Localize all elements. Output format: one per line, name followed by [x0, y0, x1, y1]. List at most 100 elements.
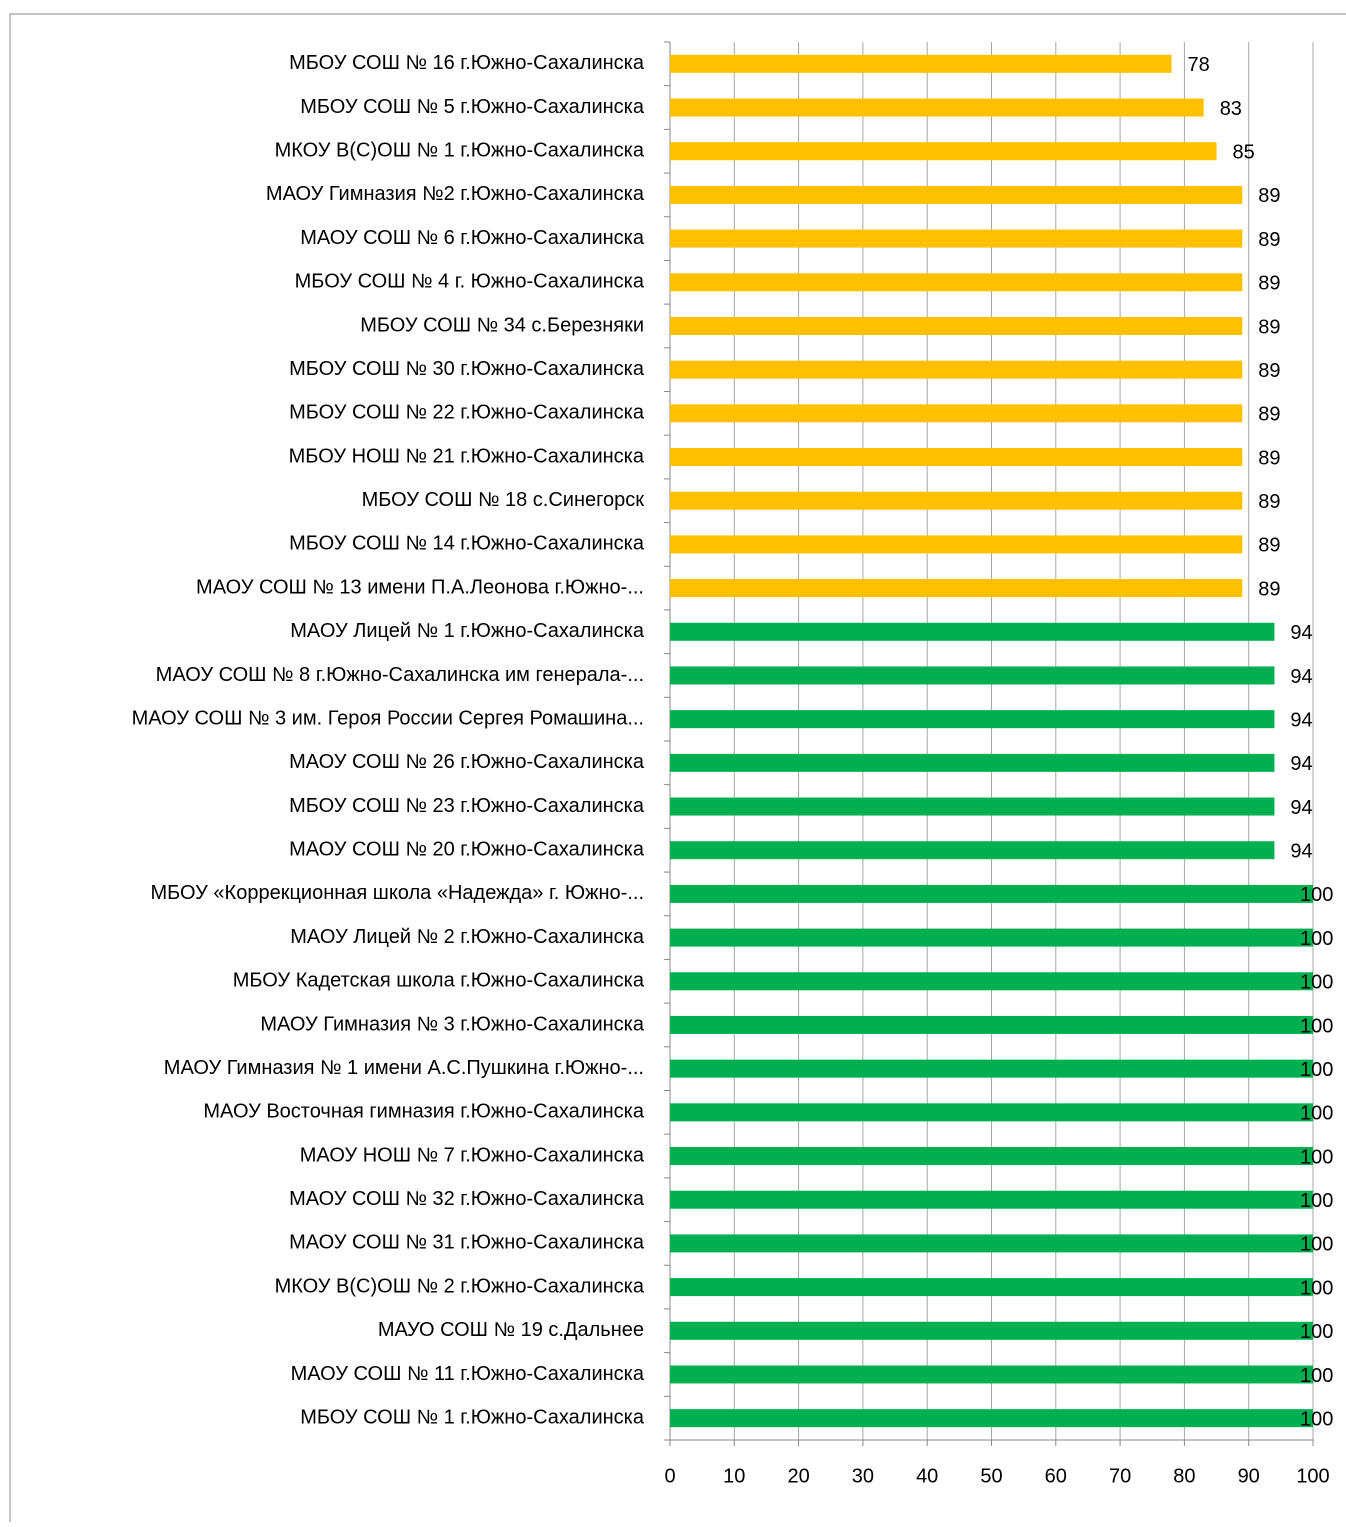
- bar: [670, 579, 1243, 598]
- data-label: 89: [1258, 491, 1280, 513]
- data-label: 89: [1258, 185, 1280, 207]
- data-label: 100: [1300, 972, 1333, 994]
- bar: [670, 491, 1243, 510]
- data-label: 89: [1258, 273, 1280, 295]
- x-tick-label: 80: [1173, 1465, 1195, 1487]
- bar: [670, 185, 1243, 204]
- data-label: 94: [1290, 841, 1312, 863]
- bar: [670, 273, 1243, 292]
- y-tick-label: МАОУ СОШ № 13 имени П.А.Леонова г.Южно-.…: [196, 576, 644, 598]
- data-label: 100: [1300, 1365, 1333, 1387]
- x-tick-label: 30: [852, 1465, 874, 1487]
- bar: [670, 972, 1313, 991]
- data-label: 94: [1290, 709, 1312, 731]
- x-tick-label: 20: [787, 1465, 809, 1487]
- x-tick-label: 50: [980, 1465, 1002, 1487]
- data-label: 78: [1188, 54, 1210, 76]
- x-tick-label: 40: [916, 1465, 938, 1487]
- data-label: 100: [1300, 1408, 1333, 1430]
- data-label: 100: [1300, 1146, 1333, 1168]
- x-tick-label: 10: [723, 1465, 745, 1487]
- y-tick-label: МАОУ СОШ № 32 г.Южно-Сахалинска: [289, 1188, 645, 1210]
- y-tick-label: МАОУ Восточная гимназия г.Южно-Сахалинск…: [203, 1101, 644, 1123]
- y-tick-label: МБОУ СОШ № 4 г. Южно-Сахалинска: [295, 271, 645, 293]
- data-label: 89: [1258, 316, 1280, 338]
- y-tick-label: МБОУ СОШ № 23 г.Южно-Сахалинска: [289, 795, 645, 817]
- x-tick-label: 90: [1238, 1465, 1260, 1487]
- data-label: 100: [1300, 1277, 1333, 1299]
- data-label: 89: [1258, 404, 1280, 426]
- y-tick-label: МБОУ СОШ № 5 г.Южно-Сахалинска: [300, 96, 645, 118]
- bar: [670, 1190, 1313, 1209]
- y-tick-label: МБОУ СОШ № 16 г.Южно-Сахалинска: [289, 52, 645, 74]
- bar: [670, 54, 1172, 73]
- data-label: 89: [1258, 447, 1280, 469]
- y-tick-label: МАОУ СОШ № 8 г.Южно-Сахалинска им генера…: [156, 664, 644, 686]
- y-tick-label: МБОУ СОШ № 18 с.Синегорск: [362, 489, 645, 511]
- data-label: 89: [1258, 229, 1280, 251]
- bar: [670, 404, 1243, 423]
- y-tick-label: МАОУ Гимназия № 1 имени А.С.Пушкина г.Юж…: [164, 1057, 644, 1079]
- data-label: 94: [1290, 666, 1312, 688]
- y-tick-label: МАОУ НОШ № 7 г.Южно-Сахалинска: [300, 1144, 645, 1166]
- bar: [670, 229, 1243, 248]
- y-tick-label: МБОУ Кадетская школа г.Южно-Сахалинска: [233, 970, 645, 992]
- bar: [670, 753, 1275, 772]
- y-tick-label: МАОУ СОШ № 6 г.Южно-Сахалинска: [300, 227, 645, 249]
- data-label: 100: [1300, 1103, 1333, 1125]
- x-tick-label: 60: [1045, 1465, 1067, 1487]
- bar: [670, 1278, 1313, 1297]
- bar: [670, 1147, 1313, 1166]
- bar: [670, 841, 1275, 860]
- y-tick-label: МБОУ «Коррекционная школа «Надежда» г. Ю…: [150, 882, 644, 904]
- bar: [670, 98, 1204, 117]
- data-label: 89: [1258, 535, 1280, 557]
- y-tick-label: МАОУ СОШ № 31 г.Южно-Сахалинска: [289, 1232, 645, 1254]
- y-tick-label: МАОУ СОШ № 3 им. Героя России Сергея Ром…: [132, 707, 644, 729]
- data-label: 89: [1258, 578, 1280, 600]
- y-tick-label: МБОУ НОШ № 21 г.Южно-Сахалинска: [289, 445, 645, 467]
- y-tick-label: МАОУ Лицей № 1 г.Южно-Сахалинска: [290, 620, 645, 642]
- bar: [670, 142, 1217, 161]
- bar: [670, 1059, 1313, 1078]
- data-label: 94: [1290, 753, 1312, 775]
- bar: [670, 666, 1275, 685]
- y-tick-label: МБОУ СОШ № 30 г.Южно-Сахалинска: [289, 358, 645, 380]
- bar: [670, 1321, 1313, 1340]
- data-label: 94: [1290, 797, 1312, 819]
- y-tick-label: МАУО СОШ № 19 с.Дальнее: [378, 1319, 644, 1341]
- y-tick-label: МАОУ СОШ № 26 г.Южно-Сахалинска: [289, 751, 645, 773]
- bar: [670, 884, 1313, 903]
- y-tick-label: МБОУ СОШ № 22 г.Южно-Сахалинска: [289, 402, 645, 424]
- data-label: 100: [1300, 884, 1333, 906]
- bar: [670, 928, 1313, 947]
- data-label: 83: [1220, 98, 1242, 120]
- data-label: 100: [1300, 1321, 1333, 1343]
- y-tick-label: МКОУ В(С)ОШ № 2 г.Южно-Сахалинска: [275, 1275, 645, 1297]
- data-label: 100: [1300, 1190, 1333, 1212]
- x-tick-label: 100: [1296, 1465, 1329, 1487]
- y-tick-label: МАОУ Гимназия №2 г.Южно-Сахалинска: [266, 183, 645, 205]
- bar: [670, 1015, 1313, 1034]
- y-tick-label: МБОУ СОШ № 1 г.Южно-Сахалинска: [300, 1406, 645, 1428]
- data-label: 85: [1233, 142, 1255, 164]
- bar: [670, 1409, 1313, 1428]
- data-label: 89: [1258, 360, 1280, 382]
- x-tick-label: 0: [664, 1465, 675, 1487]
- bar: [670, 448, 1243, 467]
- data-label: 100: [1300, 1059, 1333, 1081]
- data-label: 94: [1290, 622, 1312, 644]
- y-tick-label: МАОУ Гимназия № 3 г.Южно-Сахалинска: [260, 1013, 645, 1035]
- bar: [670, 1103, 1313, 1122]
- bar: [670, 1365, 1313, 1384]
- x-tick-label: 70: [1109, 1465, 1131, 1487]
- data-label: 100: [1300, 1234, 1333, 1256]
- y-tick-label: МАОУ СОШ № 11 г.Южно-Сахалинска: [291, 1363, 645, 1385]
- bar: [670, 797, 1275, 816]
- bar: [670, 535, 1243, 554]
- bar: [670, 360, 1243, 379]
- y-tick-label: МАОУ Лицей № 2 г.Южно-Сахалинска: [290, 926, 645, 948]
- bar: [670, 710, 1275, 729]
- y-tick-label: МКОУ В(С)ОШ № 1 г.Южно-Сахалинска: [275, 140, 645, 162]
